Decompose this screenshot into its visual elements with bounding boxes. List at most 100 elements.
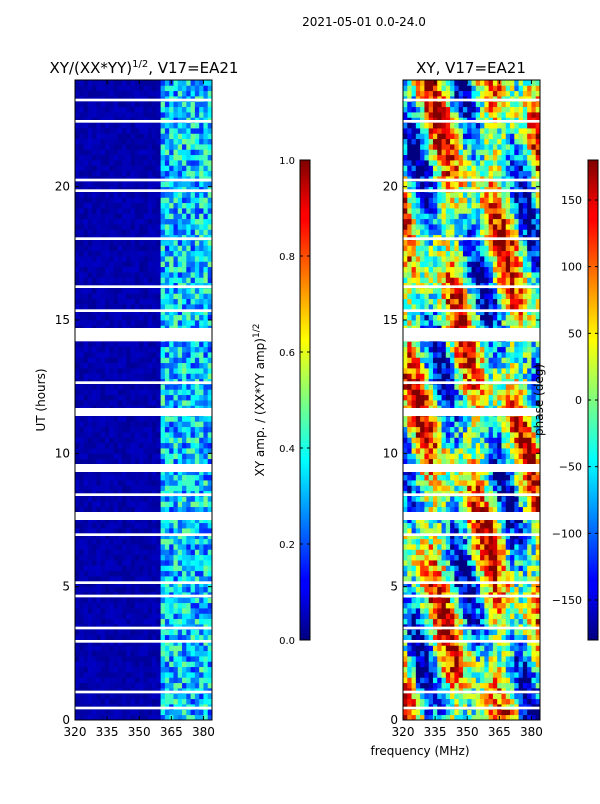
heatmap-cell xyxy=(169,224,174,230)
heatmap-cell xyxy=(126,437,131,443)
heatmap-cell xyxy=(118,139,123,145)
heatmap-cell xyxy=(126,480,131,486)
heatmap-cell xyxy=(178,507,183,513)
heatmap-cell xyxy=(412,709,417,715)
heatmap-cell xyxy=(131,661,136,667)
heatmap-cell xyxy=(420,651,425,657)
heatmap-cell xyxy=(476,693,481,699)
heatmap-cell xyxy=(178,416,183,422)
heatmap-cell xyxy=(126,395,131,401)
heatmap-cell xyxy=(126,459,131,465)
heatmap-cell xyxy=(195,395,200,401)
heatmap-cell xyxy=(135,480,140,486)
heatmap-cell xyxy=(114,421,119,427)
heatmap-cell xyxy=(105,453,110,459)
heatmap-cell xyxy=(131,208,136,214)
heatmap-cell xyxy=(75,288,80,294)
heatmap-cell xyxy=(152,203,157,209)
heatmap-cell xyxy=(484,629,489,635)
heatmap-cell xyxy=(114,651,119,657)
heatmap-cell xyxy=(75,437,80,443)
heatmap-cell xyxy=(442,651,447,657)
heatmap-cell xyxy=(105,101,110,107)
heatmap-cell xyxy=(152,219,157,225)
heatmap-cell xyxy=(497,560,502,566)
heatmap-cell xyxy=(105,613,110,619)
heatmap-cell xyxy=(96,619,101,625)
heatmap-cell xyxy=(101,565,106,571)
heatmap-cell xyxy=(109,667,114,673)
heatmap-cell xyxy=(126,304,131,310)
heatmap-cell xyxy=(92,203,97,209)
heatmap-cell xyxy=(96,208,101,214)
heatmap-cell xyxy=(450,693,455,699)
heatmap-cell xyxy=(101,315,106,321)
heatmap-cell xyxy=(161,549,166,555)
heatmap-cell xyxy=(139,629,144,635)
heatmap-cell xyxy=(75,160,80,166)
heatmap-cell xyxy=(101,155,106,161)
heatmap-cell xyxy=(484,651,489,657)
heatmap-cell xyxy=(165,256,170,262)
heatmap-cell xyxy=(429,667,434,673)
heatmap-cell xyxy=(88,133,93,139)
heatmap-cell xyxy=(88,160,93,166)
heatmap-cell xyxy=(489,693,494,699)
heatmap-cell xyxy=(75,416,80,422)
heatmap-cell xyxy=(96,181,101,187)
heatmap-cell xyxy=(433,619,438,625)
heatmap-cell xyxy=(144,453,149,459)
heatmap-cell xyxy=(412,544,417,550)
heatmap-cell xyxy=(144,549,149,555)
heatmap-cell xyxy=(152,155,157,161)
heatmap-cell xyxy=(493,544,498,550)
heatmap-cell xyxy=(126,389,131,395)
heatmap-cell xyxy=(472,661,477,667)
heatmap-cell xyxy=(493,645,498,651)
heatmap-cell xyxy=(173,213,178,219)
heatmap-cell xyxy=(203,603,208,609)
heatmap-cell xyxy=(531,672,536,678)
heatmap-cell xyxy=(510,661,515,667)
heatmap-cell xyxy=(510,619,515,625)
heatmap-cell xyxy=(144,320,149,326)
heatmap-cell xyxy=(191,613,196,619)
heatmap-cell xyxy=(186,459,191,465)
heatmap-cell xyxy=(96,576,101,582)
heatmap-cell xyxy=(186,181,191,187)
heatmap-cell xyxy=(433,597,438,603)
heatmap-cell xyxy=(118,123,123,129)
heatmap-cell xyxy=(156,240,161,246)
heatmap-cell xyxy=(79,107,84,113)
heatmap-cell xyxy=(173,139,178,145)
heatmap-cell xyxy=(79,320,84,326)
heatmap-cell xyxy=(122,139,127,145)
heatmap-cell xyxy=(519,699,524,705)
heatmap-cell xyxy=(450,677,455,683)
heatmap-cell xyxy=(92,709,97,715)
heatmap-cell xyxy=(407,667,412,673)
heatmap-cell xyxy=(101,635,106,641)
heatmap-cell xyxy=(497,629,502,635)
heatmap-cell xyxy=(412,608,417,614)
heatmap-cell xyxy=(131,645,136,651)
heatmap-cell xyxy=(105,496,110,502)
heatmap-cell xyxy=(510,544,515,550)
heatmap-cell xyxy=(75,203,80,209)
heatmap-cell xyxy=(109,539,114,545)
heatmap-cell xyxy=(186,384,191,390)
heatmap-cell xyxy=(152,651,157,657)
heatmap-cell xyxy=(148,123,153,129)
heatmap-cell xyxy=(182,549,187,555)
heatmap-cell xyxy=(75,667,80,673)
heatmap-cell xyxy=(433,656,438,662)
heatmap-cell xyxy=(105,544,110,550)
heatmap-cell xyxy=(191,213,196,219)
heatmap-cell xyxy=(403,672,408,678)
heatmap-cell xyxy=(122,165,127,171)
heatmap-cell xyxy=(118,373,123,379)
heatmap-cell xyxy=(101,165,106,171)
heatmap-cell xyxy=(182,544,187,550)
heatmap-cell xyxy=(446,661,451,667)
heatmap-cell xyxy=(186,240,191,246)
